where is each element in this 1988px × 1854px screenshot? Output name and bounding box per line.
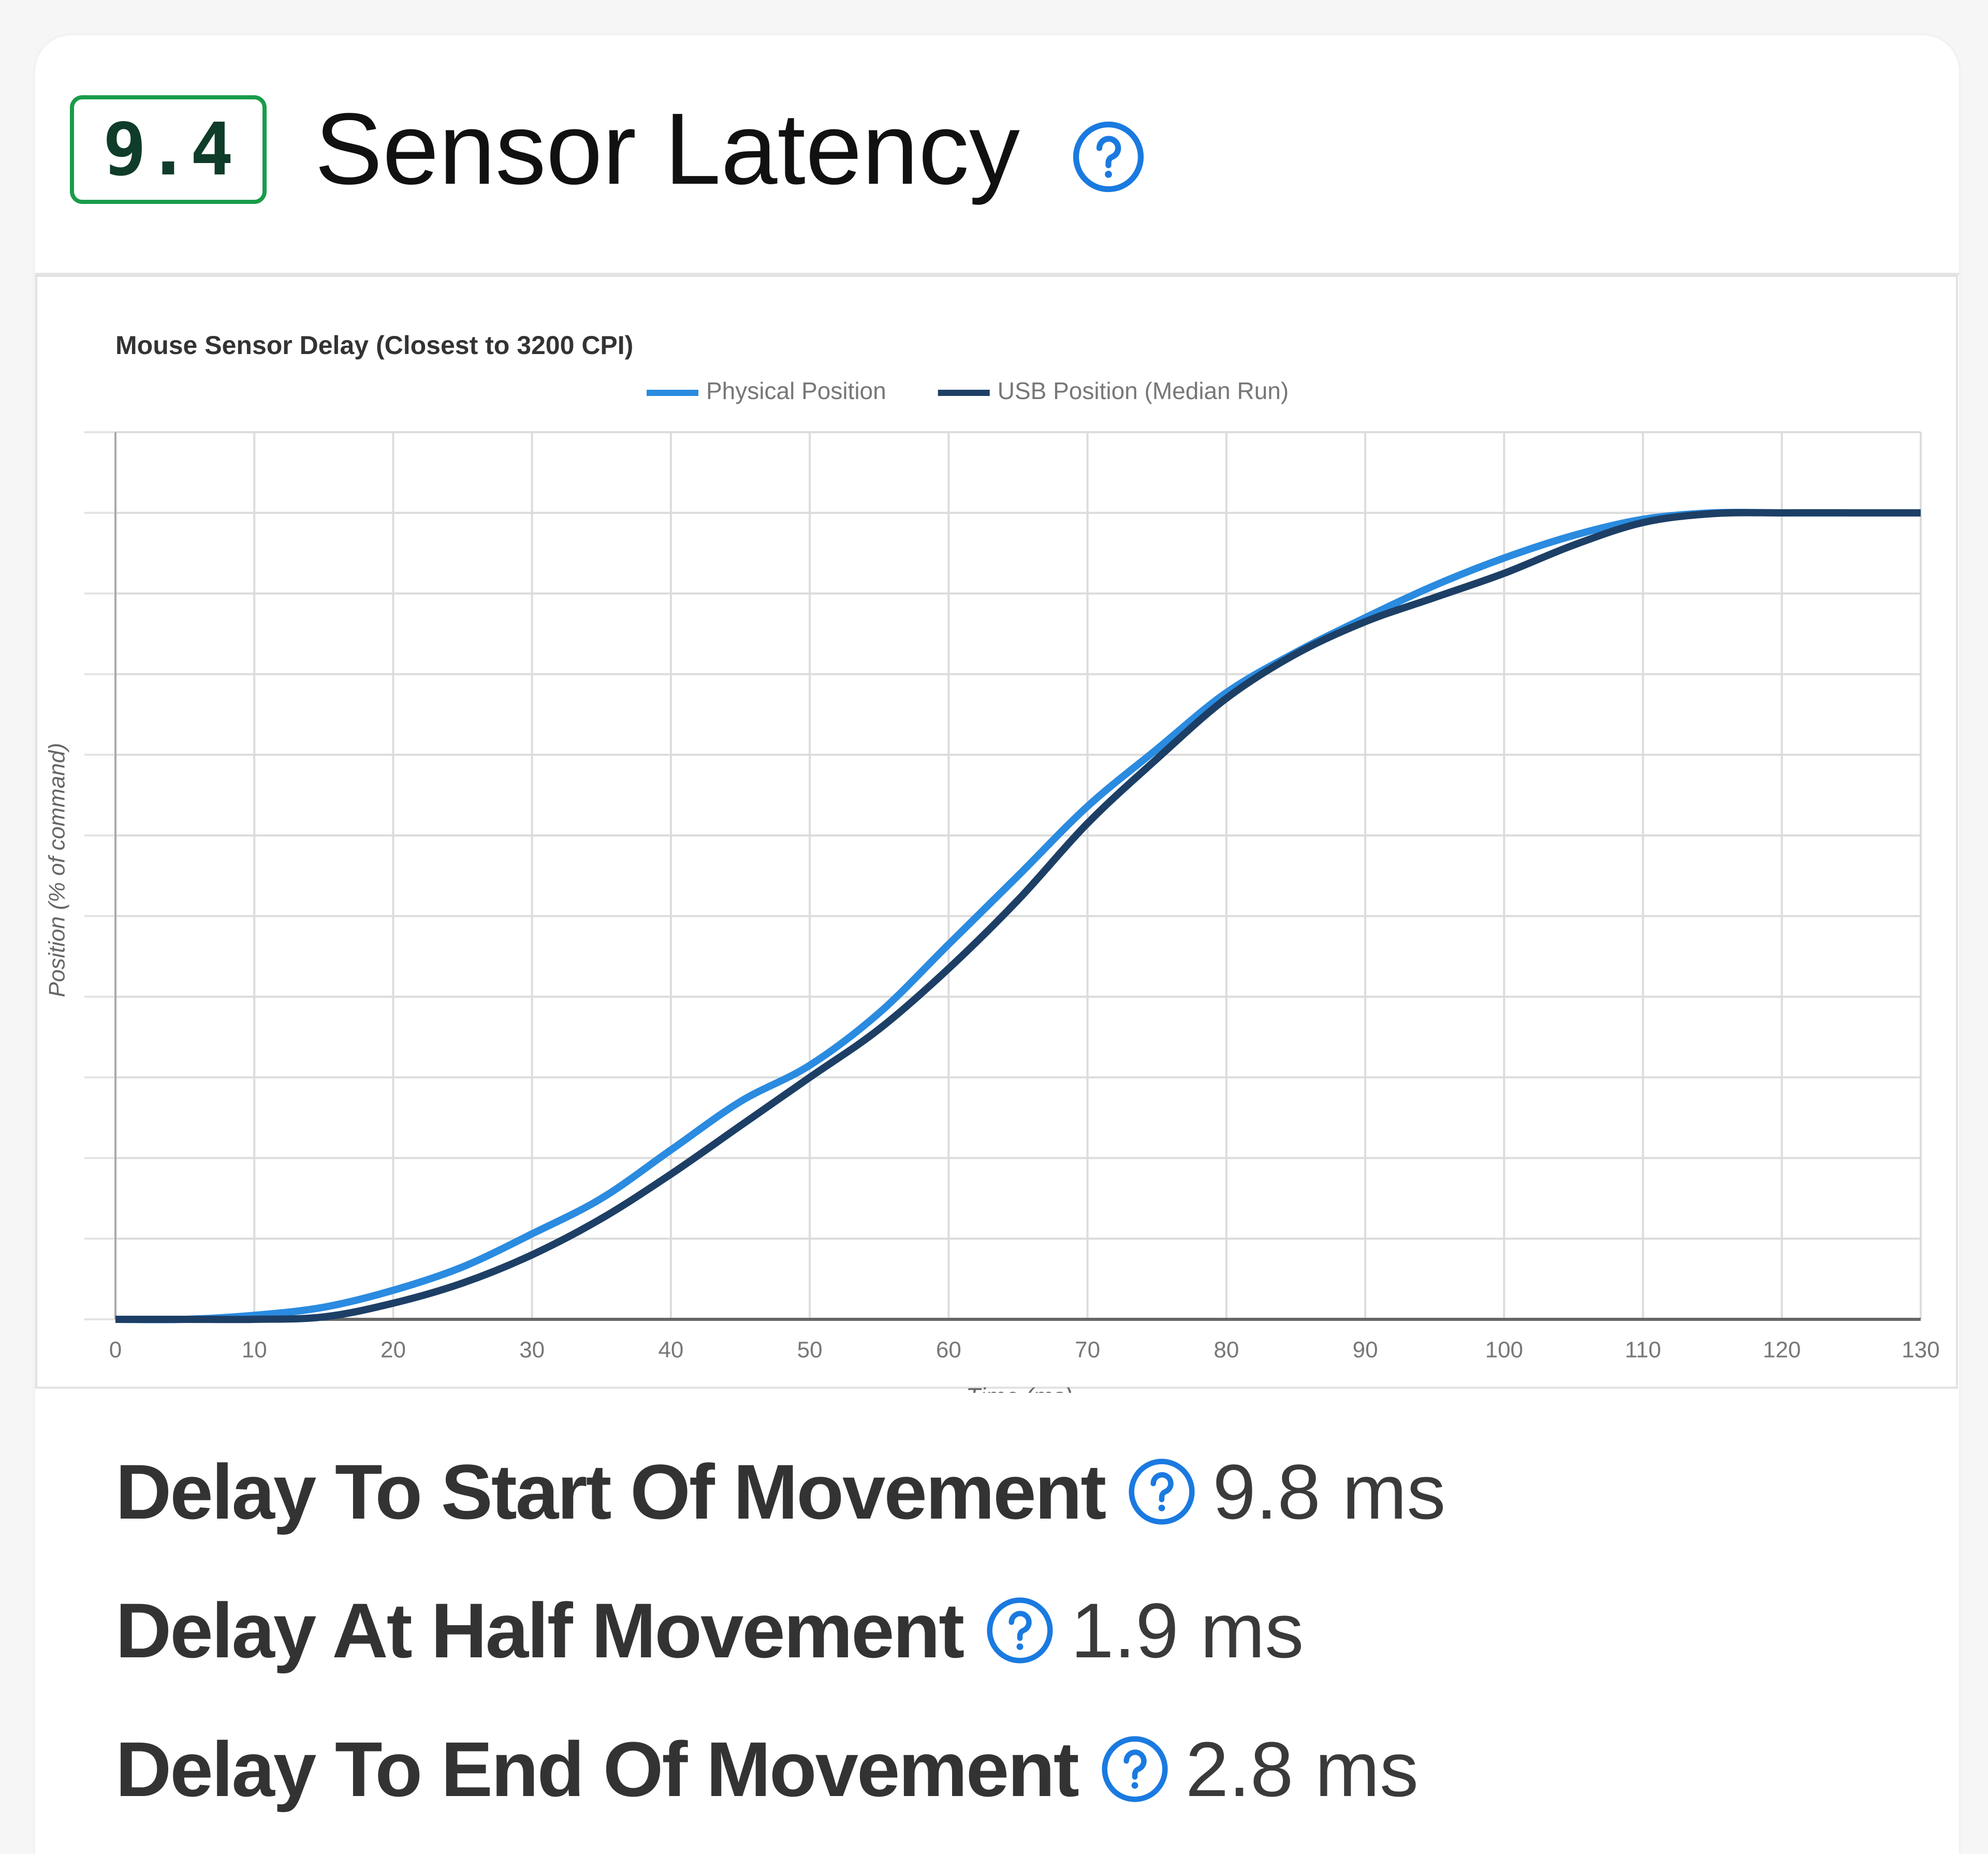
y-axis-label: Position (% of command) — [45, 743, 70, 997]
x-tick-label: 50 — [797, 1337, 823, 1363]
help-icon[interactable] — [1099, 1733, 1171, 1805]
metric-value: 9.8 ms — [1212, 1448, 1446, 1535]
x-tick-label: 20 — [381, 1337, 406, 1363]
metric-row: Delay To End Of Movement 2.8 ms — [115, 1700, 1445, 1838]
metric-label: Delay To Start Of Movement — [115, 1448, 1106, 1535]
chart-title: Mouse Sensor Delay (Closest to 3200 CPI) — [115, 331, 633, 360]
chart-frame — [35, 275, 1958, 1389]
score-badge: 9.4 — [70, 95, 267, 204]
x-tick-label: 120 — [1763, 1337, 1801, 1363]
x-tick-label: 30 — [519, 1337, 545, 1363]
chart: Mouse Sensor Delay (Closest to 3200 CPI)… — [35, 275, 1958, 1393]
x-tick-label: 0 — [109, 1337, 122, 1363]
metric-row: Delay At Half Movement 1.9 ms — [115, 1561, 1445, 1700]
metric-value: 1.9 ms — [1071, 1586, 1304, 1674]
help-icon[interactable] — [1070, 118, 1147, 196]
x-tick-label: 100 — [1485, 1337, 1523, 1363]
card-title: Sensor Latency — [315, 92, 1020, 205]
metric-row: Delay To Start Of Movement 9.8 ms — [115, 1422, 1445, 1561]
card: 9.4 Sensor Latency Mouse Sensor Delay (C… — [35, 35, 1959, 1854]
x-tick-label: 40 — [658, 1337, 683, 1363]
help-icon[interactable] — [984, 1594, 1056, 1667]
x-tick-label: 10 — [242, 1337, 267, 1363]
x-axis-label: Time (ms) — [966, 1383, 1073, 1393]
legend-label: Physical Position — [706, 377, 886, 404]
x-tick-label: 70 — [1075, 1337, 1100, 1363]
legend-label: USB Position (Median Run) — [998, 377, 1289, 404]
x-tick-label: 110 — [1625, 1337, 1661, 1363]
metric-value: 2.8 ms — [1185, 1725, 1419, 1813]
x-tick-label: 60 — [936, 1337, 961, 1363]
metric-label: Delay To End Of Movement — [115, 1725, 1079, 1813]
help-icon[interactable] — [1125, 1455, 1198, 1528]
card-header: 9.4 Sensor Latency — [35, 35, 1959, 275]
metric-label: Delay At Half Movement — [115, 1586, 964, 1674]
x-tick-label: 130 — [1902, 1337, 1939, 1363]
series-line — [115, 509, 1921, 1323]
x-tick-label: 80 — [1214, 1337, 1239, 1363]
series-line — [115, 508, 1921, 1323]
metrics: Delay To Start Of Movement 9.8 ms Delay At… — [115, 1422, 1445, 1838]
x-tick-label: 90 — [1353, 1337, 1378, 1363]
